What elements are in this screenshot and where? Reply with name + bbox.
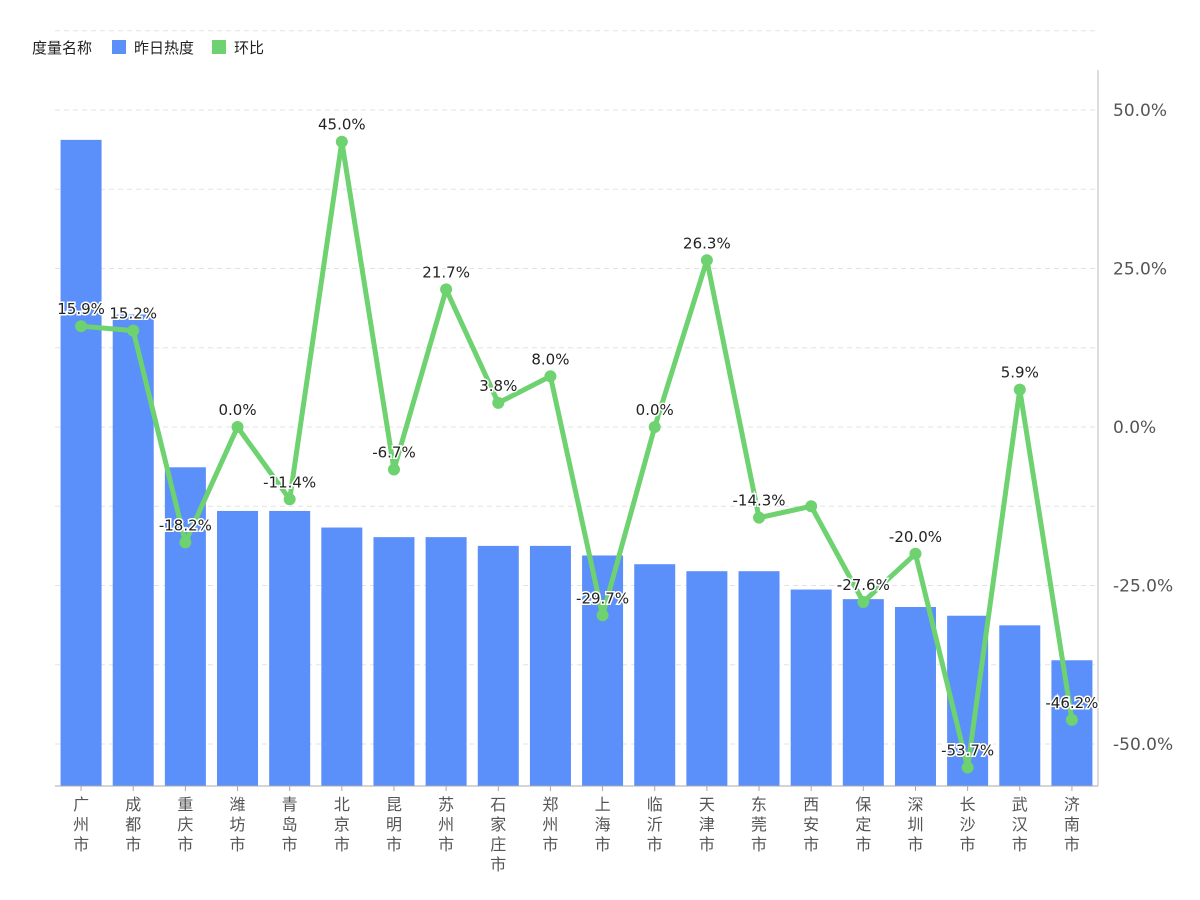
line-point: [283, 493, 296, 506]
y-tick-label: 50.0%: [1113, 101, 1167, 121]
line-point: [753, 511, 766, 524]
data-label: 26.3%: [683, 234, 731, 252]
axes: [55, 70, 1099, 787]
bar: [60, 139, 102, 787]
legend-title: 度量名称: [32, 38, 93, 57]
x-tick-label: 苏州市: [438, 795, 454, 854]
y-tick-label: 0.0%: [1113, 418, 1156, 438]
x-tick-label: 广州市: [73, 795, 89, 854]
legend-bar-label: 昨日热度: [134, 38, 195, 57]
bar: [790, 589, 832, 786]
data-label: -27.6%: [837, 576, 890, 594]
x-tick-label: 天津市: [699, 795, 715, 854]
x-tick-label: 重庆市: [177, 795, 193, 854]
x-tick-label: 郑州市: [542, 795, 558, 854]
x-tick-label: 长沙市: [960, 795, 976, 854]
legend-line-label: 环比: [234, 38, 265, 57]
line-point: [1013, 383, 1026, 396]
legend-item-bar[interactable]: 昨日热度: [112, 37, 194, 58]
data-label: 15.2%: [109, 305, 157, 323]
x-tick-label: 济南市: [1064, 795, 1080, 854]
line-point: [179, 536, 192, 549]
line-point: [231, 421, 244, 433]
data-labels: 15.9% 15.2% -18.2% 0.0% -11.4% 45.0% -6.7% 21.7…: [56, 114, 1100, 761]
line-point: [1065, 713, 1078, 726]
bar: [686, 571, 728, 786]
bar: [738, 571, 780, 786]
y-tick-label: -50.0%: [1113, 735, 1173, 755]
legend-line-swatch: [212, 40, 227, 54]
line-point: [909, 547, 922, 560]
x-tick-label: 西安市: [803, 795, 819, 854]
x-tick-label: 临沂市: [647, 795, 663, 854]
bar-series: [60, 139, 1093, 787]
legend-bar-swatch: [112, 40, 127, 54]
bar: [164, 467, 206, 786]
y-tick-label: -25.0%: [1113, 577, 1173, 597]
bar: [217, 510, 259, 786]
bar: [373, 537, 415, 786]
line-point: [75, 320, 88, 333]
x-tick-label: 武汉市: [1012, 795, 1028, 854]
data-label: 3.8%: [479, 377, 517, 395]
x-tick-label: 成都市: [125, 795, 141, 854]
y-axis-right-ticks: 50.0% 25.0% 0.0% -25.0% -50.0%: [1113, 101, 1173, 755]
x-tick-label: 上海市: [595, 795, 611, 854]
line-point: [700, 254, 713, 267]
x-axis-ticks: 广州市 成都市 重庆市 潍坊市 青岛市 北京市 昆明市 苏州市 石家庄市 郑州市 上海市 临沂市 天津市…: [73, 786, 1080, 874]
data-label: -46.2%: [1045, 694, 1098, 712]
x-tick-label: 石家庄市: [490, 795, 506, 874]
data-label: -11.4%: [263, 473, 316, 491]
data-label: -53.7%: [941, 741, 994, 759]
bar: [999, 625, 1041, 786]
data-label: 8.0%: [531, 350, 569, 368]
bar: [529, 545, 571, 786]
line-point: [805, 500, 818, 513]
bar: [425, 537, 467, 786]
line-point: [335, 135, 348, 148]
line-point: [492, 396, 505, 409]
bar: [477, 545, 519, 786]
line-point: [648, 421, 661, 433]
legend: 度量名称 昨日热度 环比: [32, 36, 264, 58]
data-label: 21.7%: [422, 263, 470, 281]
data-label: -29.7%: [576, 589, 629, 607]
line-point: [440, 283, 453, 296]
line-point: [127, 324, 140, 337]
x-tick-label: 北京市: [334, 795, 350, 854]
bar: [269, 510, 311, 786]
line-series: [75, 135, 1078, 774]
x-tick-label: 东莞市: [751, 795, 767, 854]
data-label: -20.0%: [889, 528, 942, 546]
bar: [894, 607, 936, 786]
x-tick-label: 青岛市: [282, 795, 298, 854]
x-tick-label: 保定市: [855, 795, 871, 854]
data-label: 5.9%: [1001, 364, 1039, 382]
data-label: -18.2%: [159, 516, 212, 534]
data-label: 45.0%: [318, 116, 366, 134]
data-label: -6.7%: [372, 443, 416, 461]
line-point: [961, 761, 974, 774]
line-point: [596, 609, 609, 622]
data-label: 15.9%: [57, 300, 105, 318]
y-tick-label: 25.0%: [1113, 260, 1167, 280]
data-label: -14.3%: [732, 492, 785, 510]
line-point: [544, 370, 557, 383]
legend-item-line[interactable]: 环比: [212, 37, 264, 58]
bar: [321, 527, 363, 786]
bar: [634, 564, 676, 786]
line-point: [387, 463, 400, 476]
data-label: 0.0%: [218, 401, 256, 419]
x-tick-label: 潍坊市: [230, 795, 246, 854]
x-tick-label: 深圳市: [907, 795, 923, 854]
bar: [842, 599, 884, 786]
grid-lines: [55, 30, 1098, 745]
bar: [582, 555, 624, 786]
data-label: 0.0%: [636, 401, 674, 419]
line-point: [857, 595, 870, 608]
line-path: [78, 139, 1075, 770]
x-tick-label: 昆明市: [386, 795, 402, 854]
